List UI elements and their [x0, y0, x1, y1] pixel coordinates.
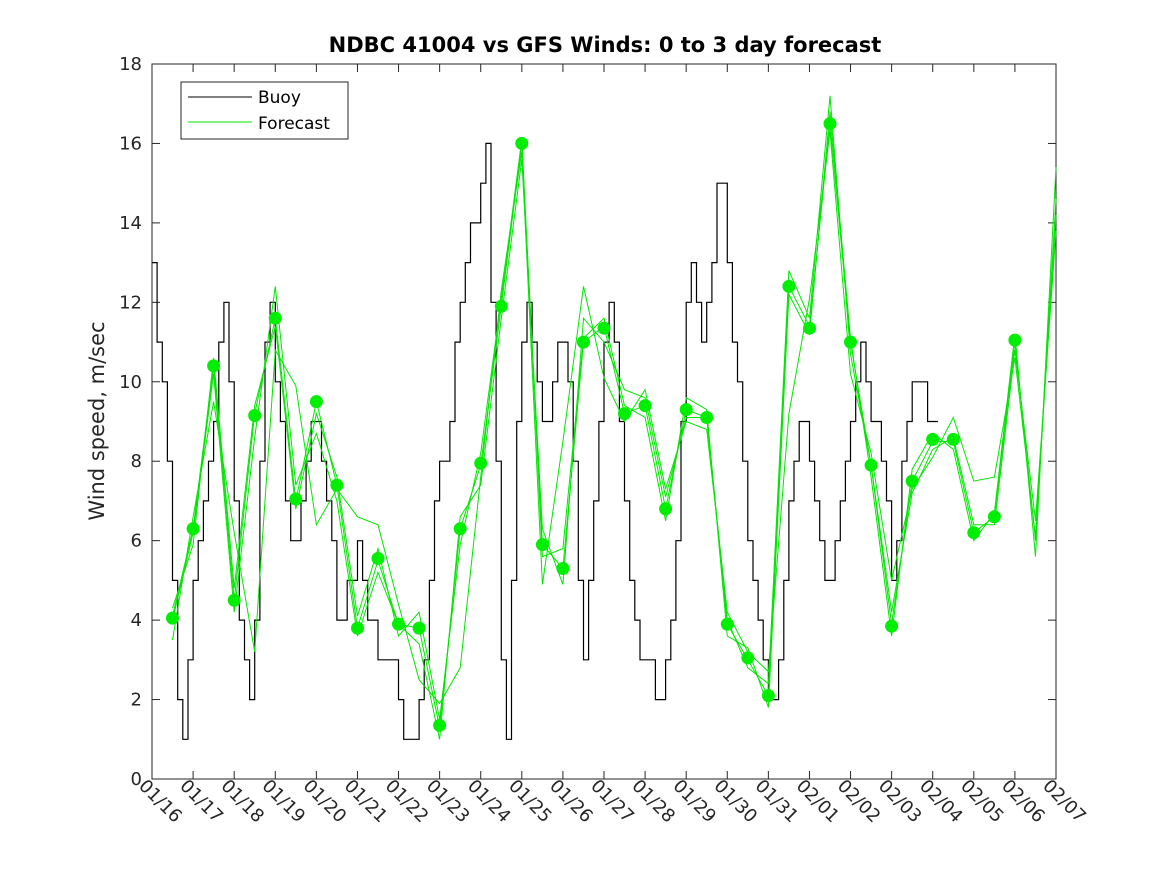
- forecast-series-line: [172, 123, 1057, 728]
- forecast-marker: [371, 552, 385, 565]
- forecast-marker: [720, 617, 734, 631]
- forecast-marker: [309, 395, 323, 409]
- forecast-marker: [946, 432, 960, 446]
- y-tick-label: 0: [131, 769, 142, 790]
- forecast-marker: [679, 403, 693, 417]
- forecast-marker: [535, 538, 549, 552]
- forecast-marker: [844, 335, 857, 349]
- forecast-marker: [433, 718, 447, 732]
- forecast-marker: [248, 409, 262, 422]
- forecast-marker: [905, 474, 919, 488]
- y-tick-label: 12: [119, 292, 142, 313]
- forecast-marker: [597, 321, 611, 335]
- forecast-marker: [926, 432, 940, 446]
- forecast-marker: [967, 526, 981, 540]
- marker-layer: [166, 117, 1022, 732]
- forecast-marker: [330, 478, 344, 492]
- forecast-marker: [351, 621, 364, 635]
- forecast-series-line: [172, 111, 1057, 720]
- forecast-marker: [885, 619, 899, 633]
- forecast-marker: [392, 617, 405, 631]
- forecast-marker: [823, 117, 837, 131]
- forecast-marker: [412, 621, 426, 635]
- forecast-marker: [556, 562, 570, 575]
- forecast-marker: [1008, 333, 1022, 347]
- y-tick-label: 6: [131, 531, 142, 552]
- legend-label-buoy: Buoy: [258, 88, 301, 108]
- y-tick-label: 8: [131, 451, 142, 472]
- forecast-marker: [659, 502, 673, 516]
- legend: Buoy Forecast: [180, 81, 349, 140]
- forecast-marker: [453, 522, 467, 536]
- forecast-marker: [782, 279, 796, 293]
- forecast-marker: [864, 458, 878, 472]
- y-axis: 0 2 4 6 8 10 12 14 16 18: [119, 54, 1056, 790]
- forecast-marker: [761, 689, 775, 703]
- forecast-marker: [987, 510, 1001, 524]
- forecast-marker: [618, 407, 631, 421]
- forecast-marker: [268, 311, 282, 325]
- forecast-marker: [638, 399, 652, 413]
- forecast-layer: [172, 95, 1057, 740]
- y-axis-label: Wind speed, m/sec: [85, 321, 109, 520]
- chart-title: NDBC 41004 vs GFS Winds: 0 to 3 day fore…: [329, 33, 882, 57]
- forecast-marker: [577, 335, 590, 349]
- y-tick-label: 14: [119, 213, 142, 234]
- forecast-series-line: [172, 95, 1057, 740]
- forecast-marker: [207, 359, 221, 373]
- forecast-marker: [289, 492, 303, 506]
- forecast-marker: [803, 321, 816, 335]
- forecast-marker: [227, 593, 241, 607]
- forecast-marker: [741, 651, 755, 665]
- legend-box: [180, 81, 349, 140]
- forecast-marker: [494, 299, 508, 313]
- y-tick-label: 4: [131, 610, 142, 631]
- forecast-marker: [166, 611, 179, 625]
- legend-label-forecast: Forecast: [258, 114, 330, 134]
- y-tick-label: 10: [119, 372, 142, 393]
- forecast-marker: [186, 522, 200, 536]
- forecast-marker: [515, 136, 529, 150]
- y-tick-label: 2: [131, 690, 142, 711]
- y-tick-label: 18: [119, 54, 142, 75]
- forecast-marker: [474, 456, 488, 470]
- y-tick-label: 16: [119, 133, 142, 154]
- forecast-marker: [700, 411, 714, 424]
